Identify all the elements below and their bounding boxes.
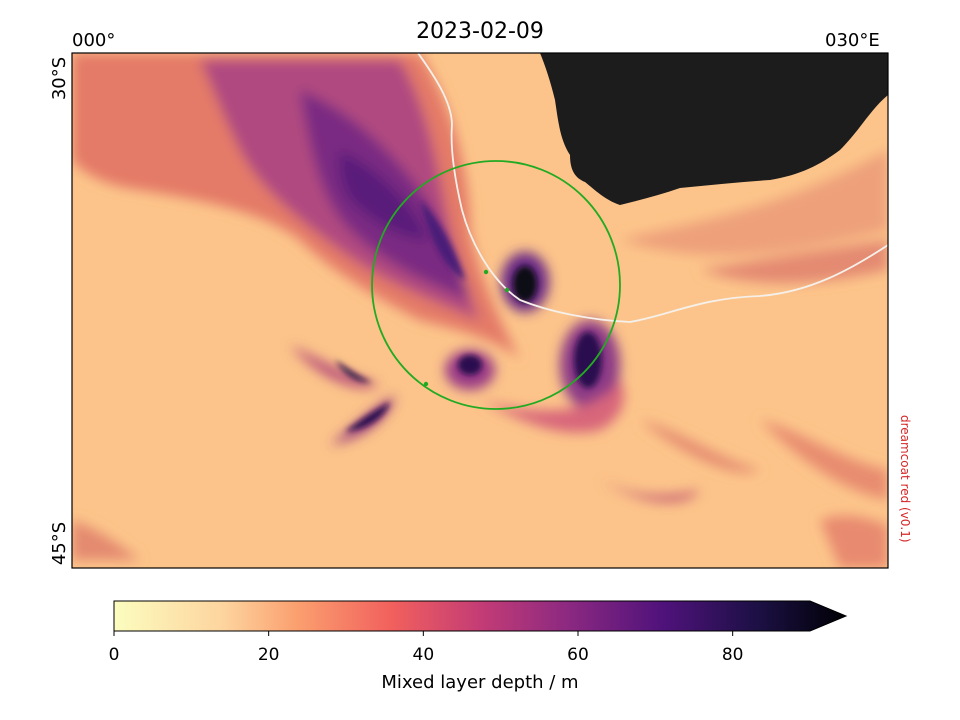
colorbar-tick-label-60: 60	[567, 645, 589, 665]
land-mass	[540, 53, 888, 205]
map-title: 2023-02-09	[416, 19, 544, 44]
watermark: dreamcoat red (v0.1)	[898, 415, 912, 575]
lon-label-east: 030°E	[825, 30, 880, 51]
watermark-text: dreamcoat red (v0.1)	[898, 415, 912, 543]
front-contour-line	[417, 53, 888, 323]
marker-point-2	[504, 287, 510, 293]
colorbar-fill	[114, 601, 846, 631]
colorbar-tick-marks	[113, 631, 734, 636]
colorbar-tick-label-80: 80	[721, 645, 744, 665]
eddy-cores	[335, 200, 602, 432]
colorbar	[113, 600, 848, 636]
marker-point-1	[483, 269, 489, 275]
colorbar-tick-label-0: 0	[108, 645, 120, 665]
lon-label-west: 000°	[72, 30, 116, 51]
colorbar-tick-label-40: 40	[412, 645, 435, 665]
map-area	[72, 53, 888, 568]
analysis-circle	[371, 160, 621, 410]
map-frame	[71, 52, 889, 569]
colorbar-label: Mixed layer depth / m	[381, 672, 579, 693]
marker-point-3	[423, 381, 429, 387]
colorbar-tick-label-20: 20	[257, 645, 280, 665]
colorbar-outline	[113, 600, 848, 632]
mixed-layer-field	[72, 53, 888, 568]
